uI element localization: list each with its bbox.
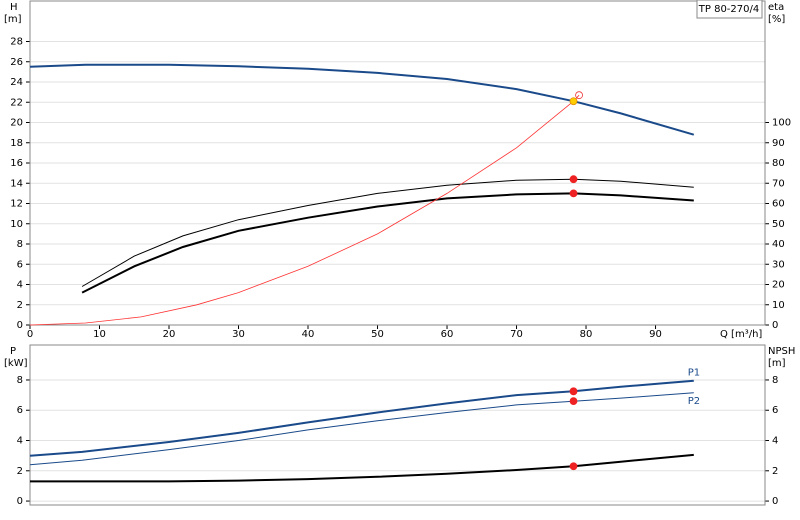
x-tick-label: 40 [302, 329, 315, 340]
series-label: P2 [688, 396, 700, 407]
operating-point [569, 175, 578, 184]
y-axis-label: H [10, 2, 18, 13]
y-tick-label: 12 [10, 199, 23, 210]
y-tick-label: 4 [17, 436, 23, 447]
plot-frame [29, 0, 766, 326]
curve [29, 63, 695, 136]
y2-tick-label: 4 [772, 436, 778, 447]
y-tick-label: 24 [10, 77, 23, 88]
y-tick-label: 0 [17, 320, 23, 331]
operating-point [569, 462, 578, 471]
y2-axis-unit: [m] [768, 358, 786, 369]
y-tick-label: 0 [17, 496, 23, 507]
y-axis-unit: [kW] [4, 358, 28, 369]
curve [29, 392, 694, 466]
curve [30, 453, 694, 483]
y2-tick-label: 0 [772, 320, 778, 331]
y-tick-label: 18 [10, 138, 23, 149]
x-tick-label: 20 [163, 329, 176, 340]
x-tick-label: 90 [649, 329, 662, 340]
y2-tick-label: 60 [772, 199, 785, 210]
y-tick-label: 2 [17, 466, 23, 477]
annotation: TP 80-270/4 [698, 4, 759, 15]
y-tick-label: 10 [10, 219, 23, 230]
operating-point [569, 397, 578, 406]
curve [81, 192, 694, 294]
x-tick-label: 0 [27, 329, 33, 340]
series-label: P1 [688, 368, 700, 379]
y2-tick-label: 6 [772, 405, 778, 416]
y2-tick-label: 50 [772, 219, 785, 230]
y2-tick-label: 70 [772, 178, 785, 189]
y2-tick-label: 0 [772, 496, 778, 507]
y-tick-label: 8 [17, 239, 23, 250]
y-tick-label: 14 [10, 178, 23, 189]
y2-axis-unit: [%] [768, 14, 785, 25]
y2-axis-label: eta [768, 2, 784, 13]
y-tick-label: 20 [10, 118, 23, 129]
y-tick-label: 8 [17, 375, 23, 386]
x-tick-label: 50 [371, 329, 384, 340]
x-tick-label: 60 [441, 329, 454, 340]
y-axis-label: P [10, 346, 16, 357]
x-axis-label: Q [m³/h] [720, 329, 762, 340]
y-tick-label: 28 [10, 37, 23, 48]
curve [29, 94, 580, 326]
operating-point [575, 91, 583, 100]
operating-point [569, 97, 578, 106]
operating-point [569, 387, 578, 396]
x-tick-label: 10 [93, 329, 106, 340]
y-tick-label: 2 [17, 300, 23, 311]
plot-frame [29, 344, 766, 506]
y2-tick-label: 20 [772, 280, 785, 291]
y2-tick-label: 100 [772, 118, 791, 129]
x-tick-label: 30 [232, 329, 245, 340]
y2-tick-label: 80 [772, 158, 785, 169]
y2-tick-label: 90 [772, 138, 785, 149]
y2-tick-label: 8 [772, 375, 778, 386]
x-tick-label: 80 [580, 329, 593, 340]
y-tick-label: 26 [10, 57, 23, 68]
y2-axis-label: NPSH [768, 346, 795, 357]
y-tick-label: 4 [17, 280, 23, 291]
curve [81, 178, 694, 287]
x-tick-label: 70 [510, 329, 523, 340]
y2-tick-label: 30 [772, 259, 785, 270]
y-tick-label: 6 [17, 405, 23, 416]
y2-tick-label: 10 [772, 300, 785, 311]
curve [29, 379, 694, 457]
y2-tick-label: 2 [772, 466, 778, 477]
y-tick-label: 6 [17, 259, 23, 270]
y2-tick-label: 40 [772, 239, 785, 250]
y-axis-unit: [m] [4, 14, 22, 25]
y-tick-label: 16 [10, 158, 23, 169]
operating-point [569, 189, 578, 198]
y-tick-label: 22 [10, 97, 23, 108]
annotation-box [696, 0, 763, 19]
